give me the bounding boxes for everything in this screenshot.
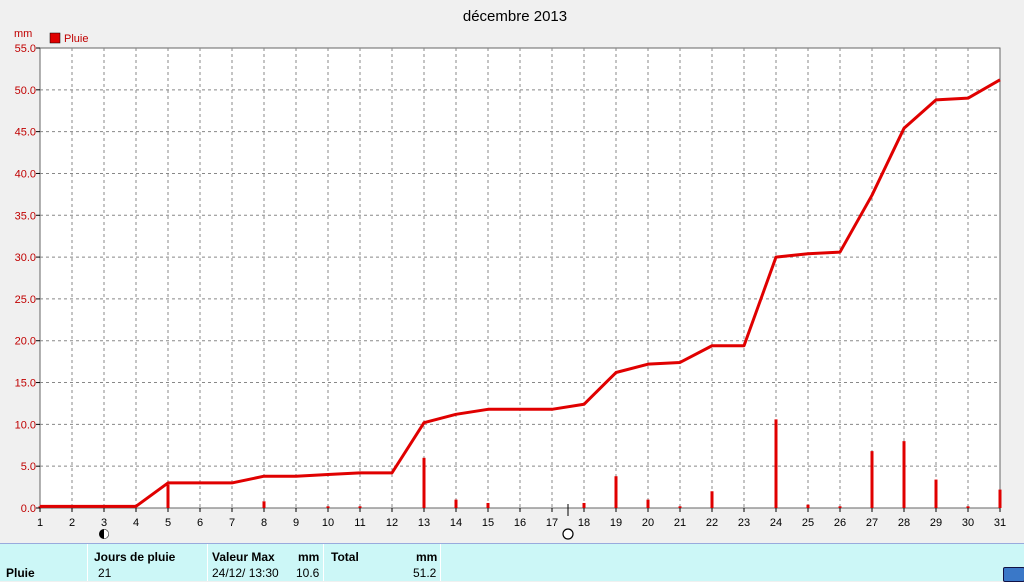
x-tick-label: 29 <box>930 517 942 529</box>
y-tick-label: 15.0 <box>15 378 36 390</box>
x-tick-label: 9 <box>293 517 299 529</box>
x-tick-label: 23 <box>738 517 750 529</box>
x-tick-label: 5 <box>165 517 171 529</box>
x-tick-label: 10 <box>322 517 334 529</box>
x-tick-label: 24 <box>770 517 782 529</box>
rain-days-value: 21 <box>98 566 112 580</box>
x-tick-label: 4 <box>133 517 139 529</box>
y-tick-label: 20.0 <box>15 336 36 348</box>
x-tick-label: 31 <box>994 517 1006 529</box>
x-tick-label: 21 <box>674 517 686 529</box>
y-tick-label: 45.0 <box>15 127 36 139</box>
x-tick-label: 30 <box>962 517 974 529</box>
y-tick-label: 50.0 <box>15 85 36 97</box>
full-moon-icon <box>562 528 574 540</box>
x-tick-label: 6 <box>197 517 203 529</box>
moon-phases <box>99 504 574 540</box>
y-tick-label: 0.0 <box>21 503 36 515</box>
cumulative-line <box>40 78 1001 508</box>
x-tick-label: 17 <box>546 517 558 529</box>
y-tick-label: 25.0 <box>15 294 36 306</box>
x-tick-label: 11 <box>354 517 365 529</box>
chart-title: décembre 2013 <box>463 8 567 25</box>
axes: 1 2 3 4 5 6 7 8 9 10 11 12 13 14 15 16 17 18 19 20 21 22 23 24 2… <box>15 43 1007 529</box>
x-tick-label: 3 <box>101 517 107 529</box>
y-tick-label: 35.0 <box>15 210 36 222</box>
legend-label: Pluie <box>64 33 88 45</box>
x-tick-label: 25 <box>802 517 814 529</box>
x-tick-label: 28 <box>898 517 910 529</box>
x-tick-label: 18 <box>578 517 590 529</box>
total-header: Total <box>331 550 359 564</box>
y-tick-label: 30.0 <box>15 252 36 264</box>
y-tick-label: 10.0 <box>15 419 36 431</box>
total-value: 51.2 <box>413 566 437 580</box>
summary-row-label: Pluie <box>6 566 35 580</box>
y-tick-label: 5.0 <box>21 461 36 473</box>
legend-swatch <box>49 32 61 44</box>
x-tick-label: 13 <box>418 517 430 529</box>
x-tick-label: 19 <box>610 517 622 529</box>
max-value: 10.6 <box>296 566 320 580</box>
x-tick-label: 20 <box>642 517 654 529</box>
new-moon-half-icon <box>104 529 109 539</box>
total-unit: mm <box>416 550 438 564</box>
max-unit: mm <box>298 550 320 564</box>
y-tick-label: 55.0 <box>15 43 36 55</box>
x-tick-label: 2 <box>69 517 75 529</box>
grid <box>40 48 1000 508</box>
x-tick-label: 27 <box>866 517 878 529</box>
rain-days-header: Jours de pluie <box>94 550 176 564</box>
max-value-header: Valeur Max <box>212 550 275 564</box>
x-tick-label: 15 <box>482 517 494 529</box>
x-tick-label: 26 <box>834 517 846 529</box>
max-date: 24/12/ 13:30 <box>212 566 279 580</box>
y-axis-unit: mm <box>14 28 32 40</box>
x-tick-label: 12 <box>386 517 398 529</box>
x-tick-label: 14 <box>450 517 462 529</box>
x-tick-label: 8 <box>261 517 267 529</box>
x-tick-label: 16 <box>514 517 526 529</box>
cumulative-rain-line <box>40 78 1001 508</box>
rain-chart: décembre 2013 mm Pluie 1 2 3 4 5 6 7 8 9 10 11 12 13… <box>14 8 1007 540</box>
daily-rain-bars <box>38 419 1002 508</box>
summary-table: Pluie Jours de pluie 21 Valeur Max mm 24… <box>0 543 1024 581</box>
x-tick-label: 22 <box>706 517 718 529</box>
y-tick-label: 40.0 <box>15 168 36 180</box>
x-tick-label: 1 <box>37 517 43 529</box>
x-tick-label: 7 <box>229 517 235 529</box>
